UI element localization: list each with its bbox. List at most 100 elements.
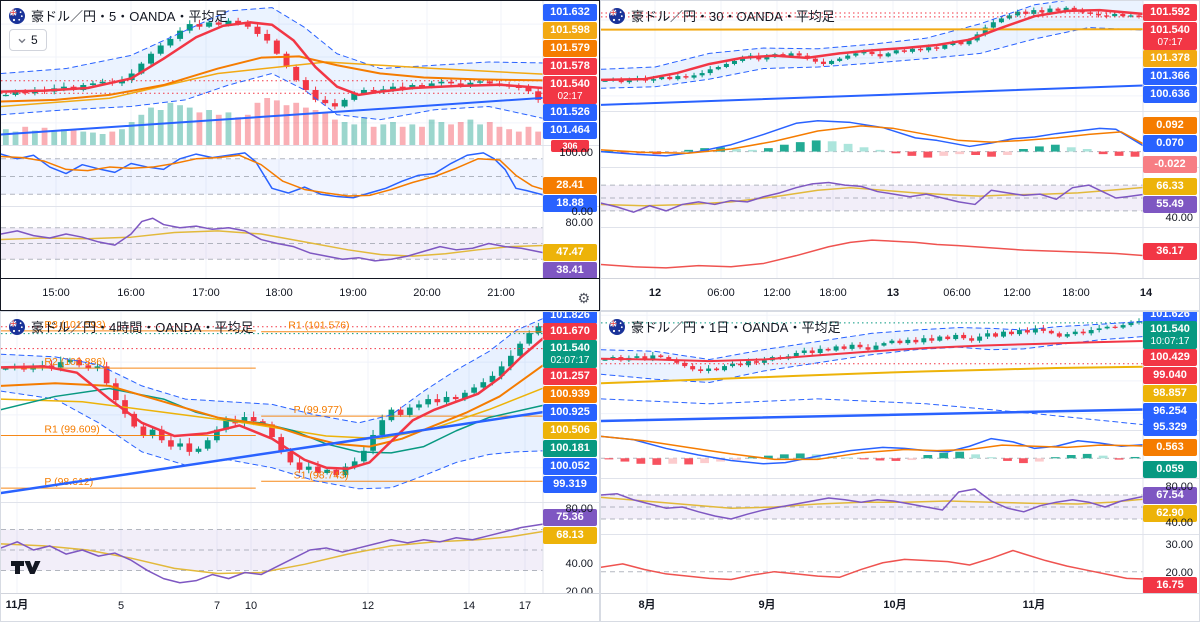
countdown-timer: 02:17 <box>557 90 583 102</box>
candlestick-chart-30min[interactable] <box>601 1 1200 311</box>
time-tick: 8月 <box>638 599 656 611</box>
countdown-timer: 07:17 <box>1157 36 1183 48</box>
price-label: 101.366 <box>1143 68 1197 85</box>
candlestick-chart-4hour[interactable]: R3 (101.593) R1 (101.576) R2 (100.886) R1 (… <box>1 312 600 622</box>
australia-flag-icon <box>609 318 625 335</box>
time-axis[interactable]: 15:00 16:00 17:00 18:00 19:00 20:00 21:00 <box>1 278 599 310</box>
time-tick: 5 <box>117 600 125 612</box>
time-tick: 06:00 <box>943 287 971 299</box>
time-tick: 11月 <box>1022 599 1046 611</box>
price-label: 101.257 <box>543 368 597 385</box>
time-tick: 06:00 <box>707 287 735 299</box>
price-label: 98.857 <box>1143 385 1197 402</box>
time-axis[interactable]: 11月 5 7 10 12 14 17 <box>1 593 599 621</box>
scale-value: 80.00 <box>565 217 593 229</box>
chart-legend[interactable]: 豪ドル／円・4時間・OANDA・平均足 <box>9 317 253 336</box>
price-label: 101.540 10:07:17 <box>1143 321 1197 350</box>
price-label: 0.563 <box>1143 439 1197 456</box>
scale-value: 20.00 <box>1165 567 1193 579</box>
time-tick: 11月 <box>5 599 29 611</box>
time-tick: 17:00 <box>192 287 220 299</box>
scale-value: 80.00 <box>565 503 593 515</box>
time-tick: 19:00 <box>339 287 367 299</box>
price-label: 100.052 <box>543 458 597 475</box>
price-label: 99.040 <box>1143 367 1197 384</box>
price-label: 306 <box>551 140 589 153</box>
price-label: 101.526 <box>543 104 597 121</box>
pivot-label: R1 (101.576) <box>288 320 349 332</box>
gear-icon[interactable]: ⚙ <box>577 290 590 306</box>
price-label: 67.54 <box>1143 487 1197 504</box>
pivot-label: R1 (99.609) <box>44 424 99 436</box>
time-tick: 12 <box>361 600 375 612</box>
chevron-down-icon <box>18 33 26 47</box>
price-label: 0.059 <box>1143 461 1197 478</box>
price-label: 101.464 <box>543 122 597 139</box>
tradingview-logo-icon[interactable] <box>11 559 41 581</box>
price-label: 95.329 <box>1143 419 1197 436</box>
chart-title: 豪ドル／円・30・OANDA・平均足 <box>631 9 835 24</box>
chart-legend[interactable]: 豪ドル／円・5・OANDA・平均足 <box>9 6 227 25</box>
price-label: 101.626 <box>1143 312 1197 323</box>
time-tick: 13 <box>886 287 900 299</box>
time-tick: 18:00 <box>1062 287 1090 299</box>
price-label: 75.36 <box>543 509 597 526</box>
chart-title: 豪ドル／円・5・OANDA・平均足 <box>31 9 228 24</box>
price-label: 55.49 <box>1143 196 1197 213</box>
australia-flag-icon <box>9 7 25 24</box>
time-axis[interactable]: 12 06:00 12:00 18:00 13 06:00 12:00 18:00 14 <box>601 278 1199 310</box>
price-label: 100.925 <box>543 404 597 421</box>
price-label: 101.598 <box>543 22 597 39</box>
price-label: 101.592 <box>1143 4 1197 21</box>
price-label: 101.540 02:07:17 <box>543 340 597 369</box>
pivot-label: S1 (98.743) <box>294 469 349 481</box>
price-label: 100.181 <box>543 440 597 457</box>
chart-panel-5min: 豪ドル／円・5・OANDA・平均足 5 101.632 101.598 101.57… <box>0 0 600 311</box>
time-tick: 14 <box>1139 287 1153 299</box>
price-label: 101.578 <box>543 58 597 75</box>
price-label: 100.506 <box>543 422 597 439</box>
price-label: 68.13 <box>543 527 597 544</box>
price-label: 101.378 <box>1143 50 1197 67</box>
scale-value: 30.00 <box>1165 539 1193 551</box>
chart-legend[interactable]: 豪ドル／円・1日・OANDA・平均足 <box>609 317 840 336</box>
time-tick: 12 <box>648 287 662 299</box>
scale-value: 0.00 <box>571 206 593 218</box>
scale-value: 100.00 <box>559 147 593 159</box>
time-tick: 9月 <box>758 599 776 611</box>
time-tick: 18:00 <box>819 287 847 299</box>
time-tick: 16:00 <box>117 287 145 299</box>
price-label: 101.540 02:17 <box>543 76 597 105</box>
countdown-timer: 02:07:17 <box>550 354 590 366</box>
price-label: -0.022 <box>1143 156 1197 173</box>
price-label: 101.632 <box>543 4 597 21</box>
price-label: 28.41 <box>543 177 597 194</box>
candlestick-chart-5min[interactable] <box>1 1 600 311</box>
price-label: 100.636 <box>1143 86 1197 103</box>
price-scale[interactable]: 101.592 101.540 07:17 101.378 101.366 100.636… <box>1141 1 1199 310</box>
chart-legend[interactable]: 豪ドル／円・30・OANDA・平均足 <box>609 6 835 25</box>
price-scale[interactable]: 101.632 101.598 101.579 101.578 101.540 02:17… <box>541 1 599 310</box>
candlestick-chart-1day[interactable] <box>601 312 1200 622</box>
time-tick: 20:00 <box>413 287 441 299</box>
chart-panel-1day: 豪ドル／円・1日・OANDA・平均足 101.626 101.540 10:07:1… <box>600 311 1200 622</box>
chart-title: 豪ドル／円・1日・OANDA・平均足 <box>631 320 841 335</box>
price-scale[interactable]: 101.626 101.540 10:07:17 100.429 99.040 98.85… <box>1141 312 1199 621</box>
interval-dropdown[interactable]: 5 <box>9 29 47 51</box>
time-tick: 17 <box>518 600 532 612</box>
time-axis[interactable]: 8月 9月 10月 11月 <box>601 593 1199 621</box>
price-label: 100.939 <box>543 386 597 403</box>
price-label: 0.070 <box>1143 135 1197 152</box>
time-tick: 15:00 <box>42 287 70 299</box>
scale-value: 80.00 <box>1165 481 1193 493</box>
time-tick: 10 <box>244 600 258 612</box>
price-label: 101.670 <box>543 323 597 340</box>
price-scale[interactable]: 101.826 101.670 101.540 02:07:17 101.257 100.… <box>541 312 599 621</box>
price-label: 99.319 <box>543 476 597 493</box>
pivot-label: P (99.977) <box>294 404 343 416</box>
time-tick: 12:00 <box>1003 287 1031 299</box>
time-tick: 18:00 <box>265 287 293 299</box>
price-label: 18.88 <box>543 195 597 212</box>
time-tick: 7 <box>213 600 221 612</box>
countdown-timer: 10:07:17 <box>1150 335 1190 347</box>
